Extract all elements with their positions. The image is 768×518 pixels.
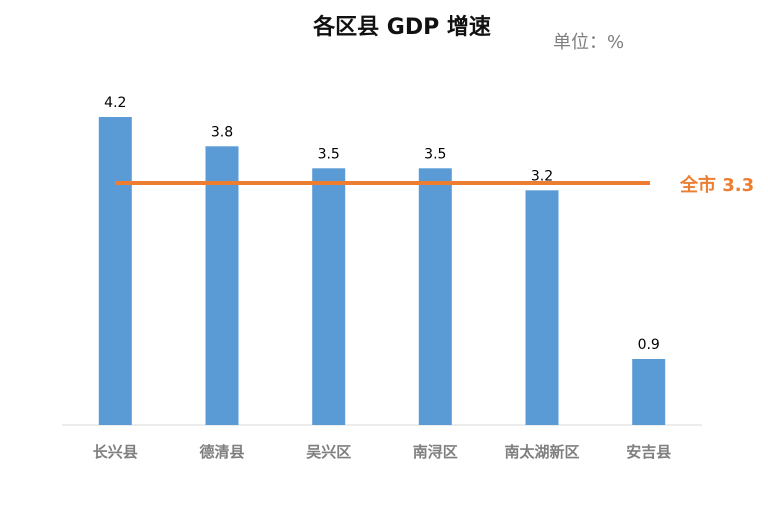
chart-title: 各区县 GDP 增速: [312, 14, 491, 40]
data-label-1: 4.2: [104, 95, 126, 111]
bar-4: [418, 168, 452, 426]
data-label-3: 3.5: [318, 146, 340, 162]
category-label-5: 南太湖新区: [504, 443, 579, 461]
bar-5: [525, 190, 559, 425]
bar-1: [98, 117, 132, 425]
unit-label: 单位：%: [553, 32, 624, 53]
data-label-6: 0.9: [638, 337, 660, 353]
category-label-4: 南浔区: [413, 443, 458, 461]
bar-2: [205, 146, 239, 426]
category-labels-group: 长兴县 德清县 吴兴区 南浔区 南太湖新区 安吉县: [93, 443, 671, 461]
bars-group: [98, 117, 666, 426]
bar-6: [632, 359, 666, 425]
bar-3: [312, 168, 346, 426]
data-labels-group: 4.2 3.8 3.5 3.5 3.2 0.9: [104, 95, 660, 353]
category-label-1: 长兴县: [93, 443, 138, 461]
data-label-5: 3.2: [531, 168, 553, 184]
category-label-6: 安吉县: [626, 443, 671, 461]
data-label-2: 3.8: [211, 124, 233, 140]
data-label-4: 3.5: [424, 146, 446, 162]
city-average-label: 全市 3.3: [679, 174, 754, 196]
category-label-3: 吴兴区: [306, 443, 351, 461]
category-label-2: 德清县: [199, 443, 244, 461]
